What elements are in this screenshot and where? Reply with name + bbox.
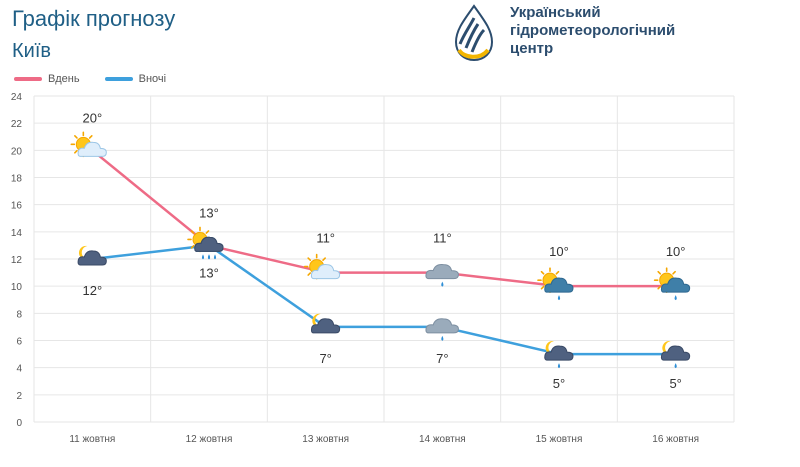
drop-logo-icon [454, 4, 494, 62]
temp-label-night: 7° [319, 351, 331, 366]
sun-cloud-icon [70, 131, 107, 158]
x-tick-label: 13 жовтня [302, 434, 349, 445]
legend-swatch-day [14, 77, 42, 81]
temp-label-day: 11° [316, 231, 335, 246]
series-line-night [92, 244, 676, 356]
legend-label-day: Вдень [48, 73, 80, 85]
sun-cloud-rain-icon [537, 267, 574, 301]
y-tick-label: 6 [16, 337, 22, 348]
temp-label-night: 12° [82, 283, 102, 298]
x-tick-label: 15 жовтня [536, 434, 583, 445]
temp-label-day: 10° [666, 244, 686, 259]
logo-line-3: центр [510, 40, 554, 57]
moon-cloud-icon [310, 313, 341, 334]
legend-item-day[interactable]: Вдень [14, 73, 80, 85]
x-tick-label: 14 жовтня [419, 434, 466, 445]
logo-line-2: гідрометеорологічний [510, 22, 676, 39]
ugmc-logo: Український гідрометеорологічний центр [450, 4, 780, 64]
temp-label-day: 11° [433, 231, 452, 246]
chart-legend: Вдень Вночі [14, 72, 188, 85]
moon-cloud-rain-icon [660, 340, 691, 369]
y-tick-label: 14 [11, 228, 23, 239]
cloud-rain-icon [425, 263, 459, 287]
moon-cloud-icon [77, 245, 107, 266]
page-title: Графік прогнозу [12, 6, 176, 31]
x-tick-label: 16 жовтня [652, 434, 699, 445]
chart-grid [33, 95, 735, 423]
x-tick-label: 11 жовтня [69, 434, 115, 445]
temp-label-night: 5° [669, 376, 681, 391]
series-line-day [91, 149, 676, 288]
y-tick-label: 16 [11, 201, 23, 212]
sun-cloud-rain-icon [653, 267, 691, 301]
temp-label-day: 13° [199, 205, 219, 220]
x-tick-label: 12 жовтня [186, 434, 233, 445]
y-tick-label: 22 [11, 119, 23, 130]
cloud-rain-icon [425, 318, 459, 341]
y-tick-label: 4 [16, 364, 22, 375]
y-tick-label: 12 [11, 255, 23, 266]
y-tick-label: 24 [11, 92, 23, 103]
moon-cloud-rain-icon [544, 340, 574, 369]
y-tick-label: 10 [11, 282, 23, 293]
legend-item-night[interactable]: Вночі [104, 73, 167, 85]
temp-label-night: 5° [553, 376, 565, 391]
sun-cloud-icon [303, 253, 341, 280]
temp-label-day: 10° [549, 244, 569, 259]
legend-label-night: Вночі [138, 73, 167, 85]
temp-label-day: 20° [82, 110, 102, 125]
temperature-labels: 20° 13° 11° 11° 10° 10° 12° 13° 7° 7° 5° 5° [82, 110, 685, 391]
y-tick-label: 0 [16, 418, 22, 429]
temp-label-night: 13° [199, 265, 219, 280]
y-tick-label: 20 [11, 146, 23, 157]
y-tick-label: 2 [16, 391, 22, 402]
city-name: Київ [12, 40, 52, 62]
temp-label-night: 7° [436, 351, 448, 366]
legend-swatch-night [104, 77, 133, 81]
y-tick-label: 8 [16, 309, 22, 320]
y-tick-label: 18 [11, 174, 23, 185]
moon-cloud-rain-icon [194, 232, 224, 260]
logo-line-1: Український [510, 4, 601, 21]
weather-icons [70, 131, 691, 369]
